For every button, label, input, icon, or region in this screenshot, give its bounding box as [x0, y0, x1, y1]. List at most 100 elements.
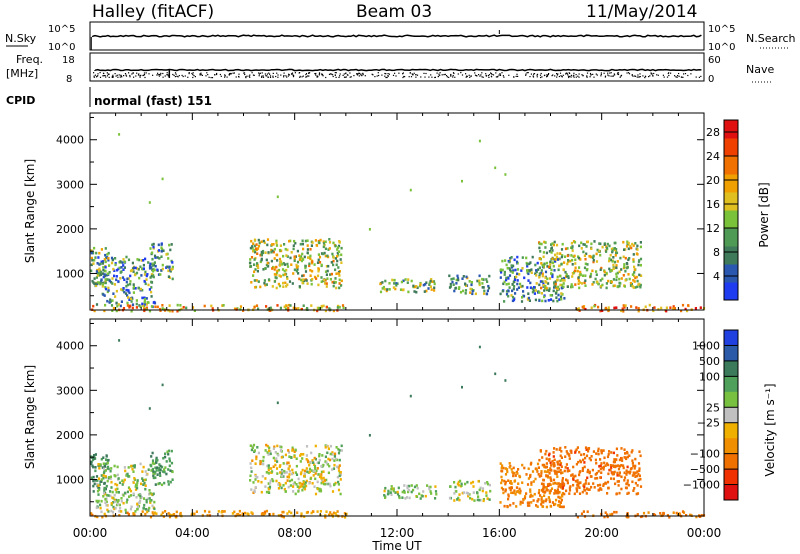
nave-point [132, 72, 134, 74]
nave-point [235, 76, 237, 78]
nave-point [454, 76, 456, 78]
scatter-cell [578, 450, 581, 454]
nave-point [546, 74, 549, 76]
scatter-cell [507, 289, 510, 293]
scatter-cell [145, 278, 148, 281]
scatter-cell [500, 466, 503, 470]
scatter-cell [503, 300, 506, 303]
scatter-cell [314, 467, 317, 470]
scatter-cell [139, 265, 142, 269]
scatter-cell [255, 279, 258, 282]
nave-point [626, 72, 628, 74]
scatter-cell [267, 251, 270, 254]
scatter-cell [276, 460, 279, 463]
scatter-cell [412, 488, 415, 492]
scatter-cell [144, 508, 147, 511]
scatter-cell [301, 252, 304, 256]
scatter-cell [564, 466, 567, 469]
scatter-cell [604, 511, 607, 514]
scatter-cell [509, 503, 512, 507]
nave-point [261, 75, 263, 77]
power-colorbar-label: Power [dB] [757, 182, 771, 247]
nave-point [526, 72, 528, 74]
scatter-cell [104, 260, 107, 264]
nave-point [306, 76, 308, 78]
nave-point [343, 76, 346, 78]
scatter-cell [131, 269, 134, 272]
scatter-cell [565, 450, 568, 453]
scatter-cell [583, 465, 586, 469]
nave-point [318, 74, 320, 76]
nave-point [224, 75, 226, 77]
nave-point [529, 76, 531, 78]
scatter-cell [560, 263, 563, 266]
nave-point [106, 75, 109, 77]
scatter-cell [618, 270, 621, 274]
nave-point [676, 76, 678, 78]
scatter-cell [325, 478, 328, 482]
scatter-cell [678, 512, 681, 515]
scatter-cell [568, 457, 571, 460]
scatter-cell [127, 512, 130, 516]
scatter-cell [95, 303, 99, 306]
nave-point [258, 75, 260, 77]
scatter-cell [613, 260, 617, 264]
scatter-cell [262, 462, 265, 466]
nave-point [675, 76, 677, 78]
scatter-cell [104, 475, 107, 478]
nave-point [342, 74, 344, 76]
scatter-cell [629, 467, 632, 471]
scatter-cell [273, 273, 276, 276]
scatter-cell [96, 489, 100, 493]
scatter-cell [559, 501, 562, 504]
scatter-cell [530, 461, 533, 465]
scatter-cell [150, 455, 153, 458]
nave-point [617, 73, 620, 76]
scatter-cell [158, 482, 161, 485]
scatter-cell [260, 257, 263, 261]
scatter-cell [277, 282, 280, 286]
nave-point [492, 74, 495, 76]
scatter-cell [295, 269, 298, 273]
scatter-cell [504, 480, 507, 484]
scatter-cell [123, 266, 126, 269]
scatter-cell [613, 247, 616, 250]
scatter-cell [581, 282, 584, 285]
nave-point [644, 77, 646, 79]
nave-point [315, 72, 317, 75]
scatter-cell [618, 281, 621, 285]
scatter-cell [554, 282, 557, 286]
scatter-cell [583, 281, 586, 285]
scatter-cell [330, 272, 333, 276]
scatter-cell [602, 482, 605, 486]
scatter-cell [526, 286, 529, 289]
scatter-cell [549, 478, 552, 481]
scatter-cell [165, 253, 168, 256]
nave-point [119, 76, 121, 78]
scatter-cell [109, 475, 112, 479]
nave-point [485, 75, 487, 77]
scatter-cell [636, 279, 639, 283]
scatter-cell [541, 463, 544, 467]
scatter-cell [557, 466, 560, 470]
velocity-colorbar-label: Velocity [m s⁻¹] [763, 383, 777, 476]
scatter-cell [127, 466, 130, 469]
nave-point [457, 73, 459, 75]
nave-point [575, 76, 577, 78]
scatter-cell [548, 452, 551, 456]
scatter-cell [529, 261, 532, 264]
scatter-cell [500, 481, 503, 485]
scatter-cell [96, 482, 99, 486]
scatter-cell [313, 275, 317, 279]
velocity-ylabel: Slant Range [km] [23, 365, 37, 469]
nave-point [267, 76, 269, 78]
scatter-cell [290, 511, 293, 515]
noise-series [90, 30, 702, 50]
scatter-cell [145, 499, 148, 502]
scatter-cell [506, 470, 509, 474]
nave-point [445, 75, 448, 77]
nave-point [94, 74, 96, 76]
scatter-cell [146, 510, 149, 514]
scatter-cell [419, 283, 422, 286]
scatter-cell [148, 506, 151, 510]
